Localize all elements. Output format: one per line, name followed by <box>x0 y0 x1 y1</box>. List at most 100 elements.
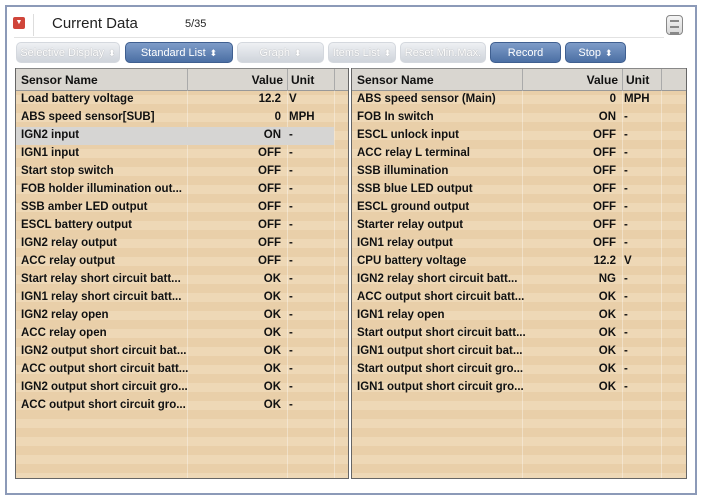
table-row[interactable]: IGN1 relay open OK - <box>352 307 661 325</box>
table-row[interactable]: ACC relay open OK - <box>16 325 334 343</box>
table-header: Sensor Name Value Unit <box>16 68 348 91</box>
table-row[interactable]: IGN2 relay short circuit batt... NG - <box>352 271 661 289</box>
sensor-value: OK <box>263 345 281 357</box>
column-header-unit[interactable]: Unit <box>626 73 650 87</box>
toolbar-button-stop[interactable]: Stop ⬍ <box>565 42 626 63</box>
table-row[interactable]: ESCL unlock input OFF - <box>352 127 661 145</box>
sensor-unit: - <box>624 129 628 141</box>
sensor-value: OFF <box>258 147 281 159</box>
sensor-unit: - <box>289 165 293 177</box>
table-row[interactable]: FOB holder illumination out... OFF - <box>16 181 334 199</box>
table-row[interactable]: ABS speed sensor[SUB] 0 MPH <box>16 109 334 127</box>
table-row[interactable]: IGN1 output short circuit bat... OK - <box>352 343 661 361</box>
sensor-name: Start output short circuit batt... <box>357 327 526 339</box>
sensor-unit: - <box>624 363 628 375</box>
table-row[interactable]: SSB amber LED output OFF - <box>16 199 334 217</box>
divider <box>33 14 34 36</box>
table-row[interactable]: IGN1 output short circuit gro... OK - <box>352 379 661 397</box>
table-row[interactable]: Starter relay output OFF - <box>352 217 661 235</box>
header-divider <box>661 69 662 91</box>
sensor-name: IGN2 input <box>21 129 80 141</box>
sensor-name: ESCL ground output <box>357 201 470 213</box>
sensor-unit: - <box>289 219 293 231</box>
button-label: Selective Display <box>20 47 105 59</box>
column-divider <box>287 68 288 478</box>
sensor-name: IGN2 relay output <box>21 237 117 249</box>
sensor-value: OK <box>263 381 281 393</box>
header-divider <box>187 69 188 91</box>
button-label: Standard List <box>140 47 206 59</box>
header-divider <box>287 69 288 91</box>
table-row[interactable]: ESCL ground output OFF - <box>352 199 661 217</box>
toolbar-button-record[interactable]: Record <box>490 42 561 63</box>
sensor-value: OFF <box>258 183 281 195</box>
table-row[interactable]: FOB In switch ON - <box>352 109 661 127</box>
sensor-name: ESCL battery output <box>21 219 132 231</box>
collapse-arrow-icon[interactable]: ▼ <box>13 17 25 29</box>
column-header-value[interactable]: Value <box>251 73 283 87</box>
sensor-unit: - <box>289 327 293 339</box>
table-row[interactable]: IGN2 relay open OK - <box>16 307 334 325</box>
table-row[interactable]: ACC relay output OFF - <box>16 253 334 271</box>
sensor-value: OFF <box>258 219 281 231</box>
table-row[interactable]: IGN2 output short circuit bat... OK - <box>16 343 334 361</box>
sensor-value: OK <box>263 291 281 303</box>
sensor-unit: - <box>624 327 628 339</box>
left-sensor-table: Sensor Name Value Unit Load battery voltage… <box>15 68 349 479</box>
table-row[interactable]: IGN1 relay output OFF - <box>352 235 661 253</box>
table-row[interactable]: CPU battery voltage 12.2 V <box>352 253 661 271</box>
sensor-value: OK <box>598 327 616 339</box>
table-row[interactable]: IGN1 relay short circuit batt... OK - <box>16 289 334 307</box>
table-row[interactable]: IGN2 relay output OFF - <box>16 235 334 253</box>
table-row[interactable]: IGN2 output short circuit gro... OK - <box>16 379 334 397</box>
column-divider <box>334 68 335 478</box>
table-row[interactable]: Start output short circuit batt... OK - <box>352 325 661 343</box>
sensor-unit: - <box>624 345 628 357</box>
column-header-name[interactable]: Sensor Name <box>21 73 98 87</box>
list-menu-icon[interactable] <box>666 15 683 35</box>
table-row[interactable]: Start output short circuit gro... OK - <box>352 361 661 379</box>
sensor-unit: MPH <box>289 111 315 123</box>
column-header-name[interactable]: Sensor Name <box>357 73 434 87</box>
sensor-value: OFF <box>593 147 616 159</box>
toolbar-button-selective-display[interactable]: Selective Display ⬍ <box>16 42 120 63</box>
table-row[interactable]: Start stop switch OFF - <box>16 163 334 181</box>
button-label: Reset Min.Max. <box>404 47 482 59</box>
table-row[interactable]: Start relay short circuit batt... OK - <box>16 271 334 289</box>
column-divider <box>187 68 188 478</box>
sensor-value: OFF <box>258 237 281 249</box>
sensor-value: 0 <box>274 111 281 123</box>
table-row[interactable]: ESCL battery output OFF - <box>16 217 334 235</box>
sensor-value: NG <box>598 273 616 285</box>
sensor-unit: - <box>624 291 628 303</box>
table-row[interactable]: IGN2 input ON - <box>16 127 334 145</box>
sensor-name: Load battery voltage <box>21 93 134 105</box>
table-row[interactable]: Load battery voltage 12.2 V <box>16 91 334 109</box>
sensor-name: FOB holder illumination out... <box>21 183 182 195</box>
column-header-value[interactable]: Value <box>586 73 618 87</box>
sensor-name: ACC relay L terminal <box>357 147 470 159</box>
table-row[interactable]: ACC output short circuit batt... OK - <box>16 361 334 379</box>
sensor-unit: - <box>289 363 293 375</box>
button-label: Record <box>507 47 544 59</box>
sensor-unit: V <box>289 93 297 105</box>
table-row[interactable]: ACC relay L terminal OFF - <box>352 145 661 163</box>
toolbar-button-items-list[interactable]: Items List ⬍ <box>328 42 396 63</box>
table-row[interactable]: IGN1 input OFF - <box>16 145 334 163</box>
toolbar-button-graph[interactable]: Graph ⬍ <box>237 42 324 63</box>
toolbar-button-reset-min-max[interactable]: Reset Min.Max. <box>400 42 486 63</box>
table-row[interactable]: ABS speed sensor (Main) 0 MPH <box>352 91 661 109</box>
sensor-value: OK <box>263 273 281 285</box>
table-row[interactable]: SSB blue LED output OFF - <box>352 181 661 199</box>
right-sensor-table: Sensor Name Value Unit ABS speed sensor (Ma… <box>351 68 687 479</box>
sensor-unit: - <box>289 201 293 213</box>
sensor-unit: - <box>624 219 628 231</box>
column-header-unit[interactable]: Unit <box>291 73 315 87</box>
table-row[interactable]: ACC output short circuit batt... OK - <box>352 289 661 307</box>
sensor-unit: - <box>289 183 293 195</box>
table-row[interactable]: ACC output short circuit gro... OK - <box>16 397 334 415</box>
table-row[interactable]: SSB illumination OFF - <box>352 163 661 181</box>
toolbar-button-standard-list[interactable]: Standard List ⬍ <box>125 42 233 63</box>
item-count: 5/35 <box>185 18 207 30</box>
sensor-unit: - <box>624 237 628 249</box>
